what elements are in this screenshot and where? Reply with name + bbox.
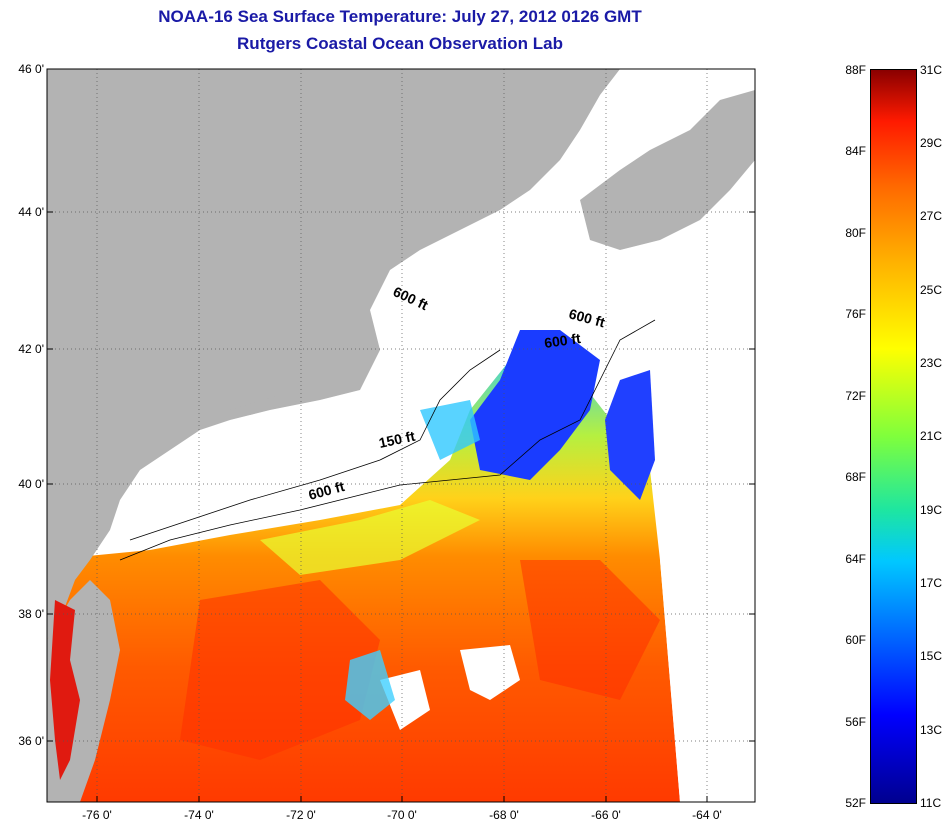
map-title: NOAA-16 Sea Surface Temperature: July 27… (158, 7, 642, 26)
land-north-america (47, 69, 620, 640)
lon-label: -64 0' (692, 808, 722, 822)
colorbar-label-f: 52F (845, 796, 866, 810)
long-island (230, 385, 330, 415)
lon-label: -70 0' (387, 808, 417, 822)
colorbar-label-c: 19C (920, 503, 943, 517)
colorbar-label-f: 88F (845, 63, 866, 77)
no-data-east (660, 560, 755, 802)
contour-150ft (129, 349, 501, 541)
lat-label: 42 0' (18, 342, 44, 356)
cloud-patch (380, 670, 430, 730)
colorbar-label-c: 11C (920, 796, 942, 810)
sst-cold-patch (605, 370, 655, 500)
colorbar-label-c: 21C (920, 429, 943, 443)
lat-label: 46 0' (18, 62, 44, 76)
lon-label: -72 0' (286, 808, 316, 822)
chesapeake-bay (50, 600, 80, 780)
colorbar-label-f: 60F (845, 633, 866, 647)
lon-label: -68 0' (489, 808, 519, 822)
colorbar-label-c: 27C (920, 209, 943, 223)
contour-label: 150 ft (377, 428, 416, 451)
colorbar-label-c: 17C (920, 576, 943, 590)
lat-label: 44 0' (18, 205, 44, 219)
colorbar-label-c: 13C (920, 723, 943, 737)
lat-label: 38 0' (18, 607, 44, 621)
axis-ticks (47, 211, 755, 802)
colorbar-label-f: 76F (845, 307, 866, 321)
map-subtitle: Rutgers Coastal Ocean Observation Lab (237, 34, 563, 53)
colorbar-label-c: 31C (920, 63, 943, 77)
colorbar-label-f: 84F (845, 144, 866, 158)
lon-label: -66 0' (591, 808, 621, 822)
colorbar-label-c: 25C (920, 283, 943, 297)
temperature-colorbar (870, 69, 917, 804)
contour-label: 600 ft (543, 330, 582, 351)
sst-cold-region (470, 330, 600, 480)
land-nova-scotia (580, 90, 755, 250)
sst-warm-core (180, 580, 380, 760)
colorbar-label-f: 80F (845, 226, 866, 240)
map-frame (46, 68, 756, 803)
sst-warm-core-east (520, 560, 660, 700)
lat-label: 40 0' (18, 477, 44, 491)
lon-label: -76 0' (82, 808, 112, 822)
colorbar-label-f: 68F (845, 470, 866, 484)
lat-label: 36 0' (18, 734, 44, 748)
sst-cyan-patch (420, 400, 480, 460)
colorbar-label-c: 29C (920, 136, 943, 150)
sst-band-yellow (260, 500, 480, 575)
colorbar-label-f: 56F (845, 715, 866, 729)
colorbar-label-f: 64F (845, 552, 866, 566)
cloud-patch (460, 645, 520, 700)
colorbar-label-c: 15C (920, 649, 943, 663)
colorbar-label-c: 23C (920, 356, 943, 370)
colorbar-label-f: 72F (845, 389, 866, 403)
cloud-cyan-edge (345, 650, 395, 720)
contour-600ft (119, 319, 656, 561)
lon-label: -74 0' (184, 808, 214, 822)
